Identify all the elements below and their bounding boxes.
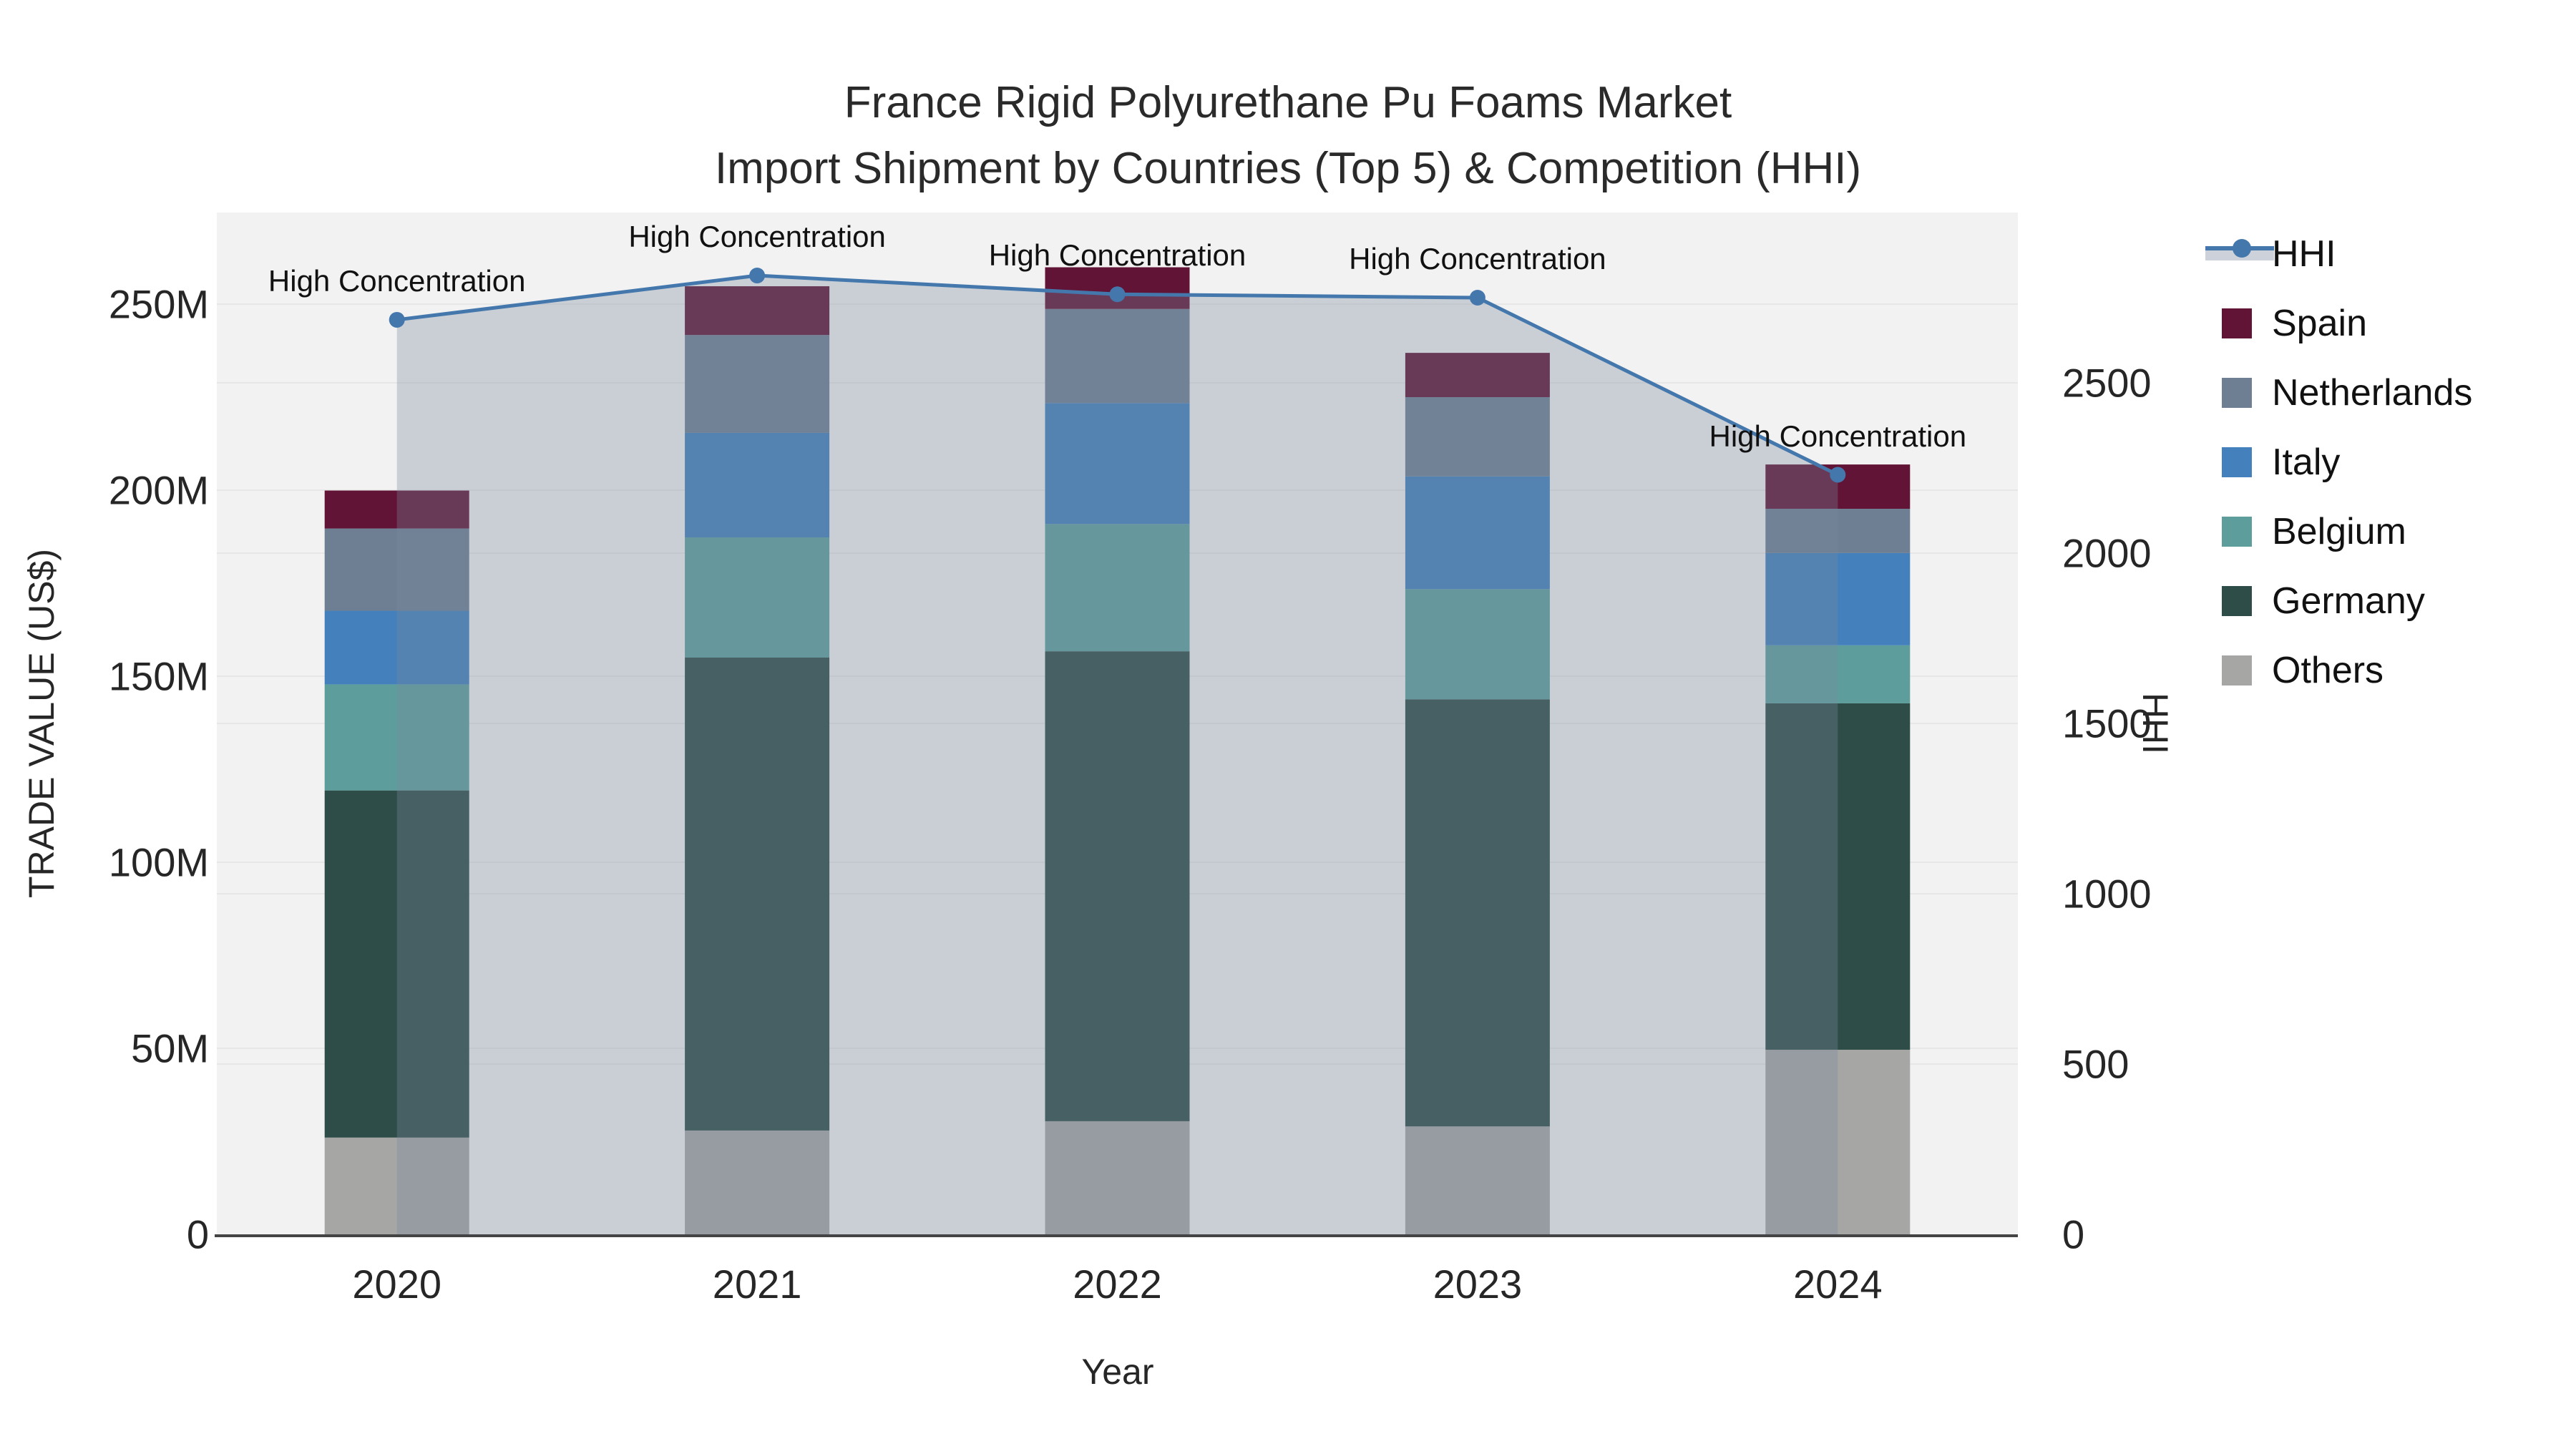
y-right-tick-0: 0: [2062, 1211, 2085, 1257]
y-right-tick-2500: 2500: [2062, 360, 2152, 406]
bar-segment-spain-2020[interactable]: [324, 490, 469, 529]
legend-swatch-others: [2222, 655, 2252, 686]
legend-label-netherlands: Netherlands: [2272, 372, 2473, 414]
bar-segment-netherlands-2024[interactable]: [1765, 509, 1911, 553]
bar-segment-netherlands-2020[interactable]: [324, 528, 469, 611]
bar-segment-germany-2021[interactable]: [685, 658, 830, 1131]
hhi-marker-2024[interactable]: [1830, 467, 1846, 483]
y-left-tick-100M: 100M: [108, 839, 209, 885]
bar-segment-belgium-2021[interactable]: [685, 537, 830, 658]
hhi-area: [396, 275, 1838, 1234]
legend-label-belgium: Belgium: [2272, 511, 2406, 552]
bar-segment-spain-2021[interactable]: [685, 286, 830, 336]
legend-swatch-germany: [2222, 586, 2252, 616]
x-axis-title: Year: [1081, 1352, 1154, 1392]
legend-item-germany[interactable]: Germany: [2204, 576, 2547, 626]
bar-segment-others-2022[interactable]: [1045, 1121, 1190, 1234]
y-right-tick-1000: 1000: [2062, 871, 2152, 917]
bar-segment-germany-2023[interactable]: [1405, 699, 1550, 1127]
legend-item-others[interactable]: Others: [2204, 645, 2547, 696]
y-right-tick-2000: 2000: [2062, 530, 2152, 576]
bar-segment-belgium-2022[interactable]: [1045, 524, 1190, 652]
legend-label-hhi: HHI: [2272, 233, 2336, 275]
bar-segment-italy-2020[interactable]: [324, 610, 469, 685]
legend-swatch-italy: [2222, 447, 2252, 477]
bar-segment-belgium-2024[interactable]: [1765, 645, 1911, 703]
hhi-marker-2023[interactable]: [1469, 290, 1485, 306]
hhi-marker-2022[interactable]: [1109, 286, 1126, 303]
x-tick-2021: 2021: [712, 1262, 802, 1307]
chart-title-line1: France Rigid Polyurethane Pu Foams Marke…: [844, 78, 1732, 127]
bar-segment-belgium-2020[interactable]: [324, 684, 469, 791]
hhi-marker-2021[interactable]: [749, 268, 766, 284]
legend-swatch-belgium: [2222, 517, 2252, 547]
legend-label-spain: Spain: [2272, 303, 2367, 344]
annotation-high-concentration-2021: High Concentration: [628, 220, 886, 254]
bar-segment-germany-2024[interactable]: [1765, 703, 1911, 1050]
legend-item-italy[interactable]: Italy: [2204, 437, 2547, 487]
bar-segment-others-2021[interactable]: [685, 1130, 830, 1234]
legend-label-italy: Italy: [2272, 441, 2341, 483]
chart-title-line2: Import Shipment by Countries (Top 5) & C…: [714, 144, 1862, 193]
y-left-tick-50M: 50M: [131, 1025, 209, 1071]
bar-segment-italy-2022[interactable]: [1045, 403, 1190, 525]
y-right-tick-500: 500: [2062, 1041, 2129, 1087]
bar-segment-italy-2021[interactable]: [685, 432, 830, 538]
legend-label-germany: Germany: [2272, 580, 2425, 622]
legend-swatch-netherlands: [2222, 378, 2252, 408]
y-left-tick-0: 0: [186, 1211, 209, 1257]
hhi-marker-2020[interactable]: [389, 311, 405, 328]
y-left-tick-200M: 200M: [108, 467, 209, 513]
bar-segment-spain-2023[interactable]: [1405, 353, 1550, 397]
legend-swatch-spain: [2222, 308, 2252, 338]
x-tick-2020: 2020: [352, 1262, 441, 1307]
y-left-axis-title: TRADE VALUE (US$): [21, 548, 62, 899]
x-tick-2023: 2023: [1433, 1262, 1523, 1307]
annotation-high-concentration-2022: High Concentration: [988, 238, 1246, 273]
y-left-tick-150M: 150M: [108, 653, 209, 699]
annotation-high-concentration-2024: High Concentration: [1709, 419, 1967, 453]
bar-segment-netherlands-2023[interactable]: [1405, 397, 1550, 477]
bar-segment-germany-2020[interactable]: [324, 790, 469, 1138]
bar-segment-others-2020[interactable]: [324, 1137, 469, 1234]
bar-segment-others-2024[interactable]: [1765, 1050, 1911, 1234]
legend-item-hhi[interactable]: HHI: [2204, 229, 2547, 279]
bar-segment-netherlands-2022[interactable]: [1045, 308, 1190, 404]
legend-item-belgium[interactable]: Belgium: [2204, 507, 2547, 557]
x-tick-2022: 2022: [1073, 1262, 1162, 1307]
legend-item-spain[interactable]: Spain: [2204, 298, 2547, 348]
y-right-tick-1500: 1500: [2062, 701, 2152, 746]
x-tick-2024: 2024: [1793, 1262, 1883, 1307]
legend-hhi-marker-icon: [2233, 239, 2251, 258]
bar-segment-italy-2024[interactable]: [1765, 552, 1911, 645]
legend-label-others: Others: [2272, 650, 2384, 691]
annotation-high-concentration-2023: High Concentration: [1349, 242, 1606, 275]
bar-segment-belgium-2023[interactable]: [1405, 589, 1550, 700]
bar-segment-netherlands-2021[interactable]: [685, 335, 830, 433]
annotation-high-concentration-2020: High Concentration: [268, 263, 526, 298]
bar-segment-germany-2022[interactable]: [1045, 651, 1190, 1121]
bar-segment-others-2023[interactable]: [1405, 1126, 1550, 1234]
bar-segment-italy-2023[interactable]: [1405, 476, 1550, 590]
y-left-tick-250M: 250M: [108, 281, 209, 327]
legend-item-netherlands[interactable]: Netherlands: [2204, 368, 2547, 418]
